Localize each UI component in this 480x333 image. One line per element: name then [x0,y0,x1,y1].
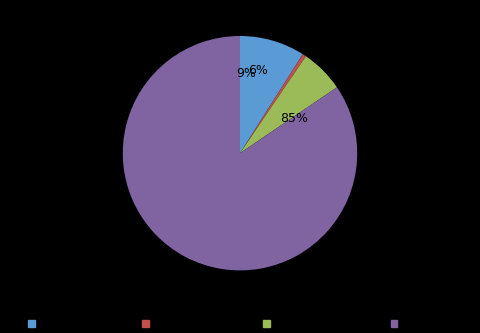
Wedge shape [240,54,306,153]
Wedge shape [240,56,337,153]
Text: 85%: 85% [280,112,309,125]
Wedge shape [240,36,303,153]
Text: 9%: 9% [236,67,256,80]
Wedge shape [123,36,357,270]
Legend: Wages & Salaries, Employee Benefits, Operating Expenses, Safety Net: Wages & Salaries, Employee Benefits, Ope… [24,315,456,333]
Text: 6%: 6% [248,64,268,77]
